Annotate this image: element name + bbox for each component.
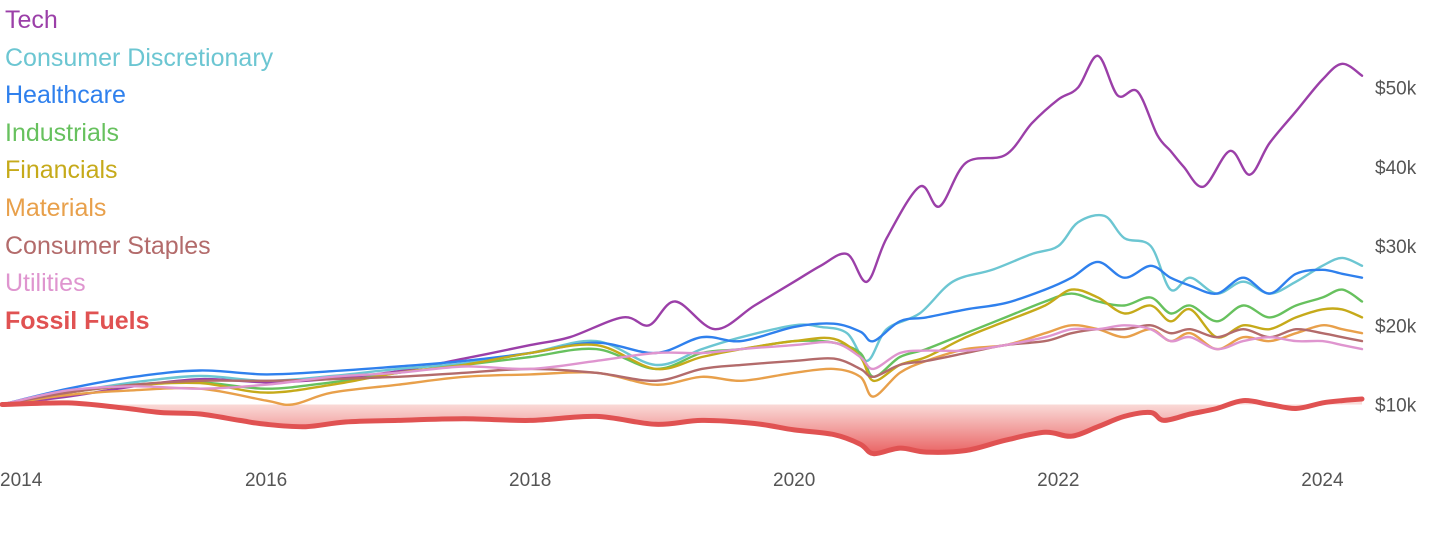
x-tick-label: 2014 [0,470,43,491]
series-line-fossil-fuels [0,396,1365,457]
series-line-industrials [0,288,1364,406]
legend-item-materials: Materials [5,193,107,222]
y-tick-label: $40k [1375,158,1417,179]
fossil-fuels-baseline-area [2,399,1362,454]
series-line-healthcare [0,260,1364,406]
series-line-consumer-staples [0,324,1364,406]
area-layer [2,399,1362,454]
x-tick-label: 2022 [1037,470,1079,491]
x-tick-label: 2016 [245,470,287,491]
legend-item-healthcare: Healthcare [5,81,126,110]
y-tick-label: $20k [1375,316,1417,337]
x-tick-label: 2020 [773,470,815,491]
y-axis: $10k $20k $30k $40k $50k [1375,79,1417,417]
legend-item-consumer-staples: Consumer Staples [5,231,211,260]
legend-item-fossil-fuels: Fossil Fuels [5,306,150,335]
legend-item-consumer-discretionary: Consumer Discretionary [5,43,274,72]
y-tick-label: $30k [1375,237,1417,258]
legend-item-tech: Tech [5,6,58,34]
x-axis: 2014 2016 2018 2020 2022 2024 [0,470,1344,491]
legend-item-industrials: Industrials [5,118,119,147]
chart-legend: Tech Consumer Discretionary Healthcare Indu… [5,2,273,340]
y-tick-label: $10k [1375,396,1417,417]
legend-item-utilities: Utilities [5,269,86,298]
x-tick-label: 2018 [509,470,551,491]
legend-item-financials: Financials [5,156,118,185]
y-tick-label: $50k [1375,79,1417,100]
series-layer [0,54,1365,457]
series-line-utilities [0,324,1364,406]
x-tick-label: 2024 [1301,470,1344,491]
